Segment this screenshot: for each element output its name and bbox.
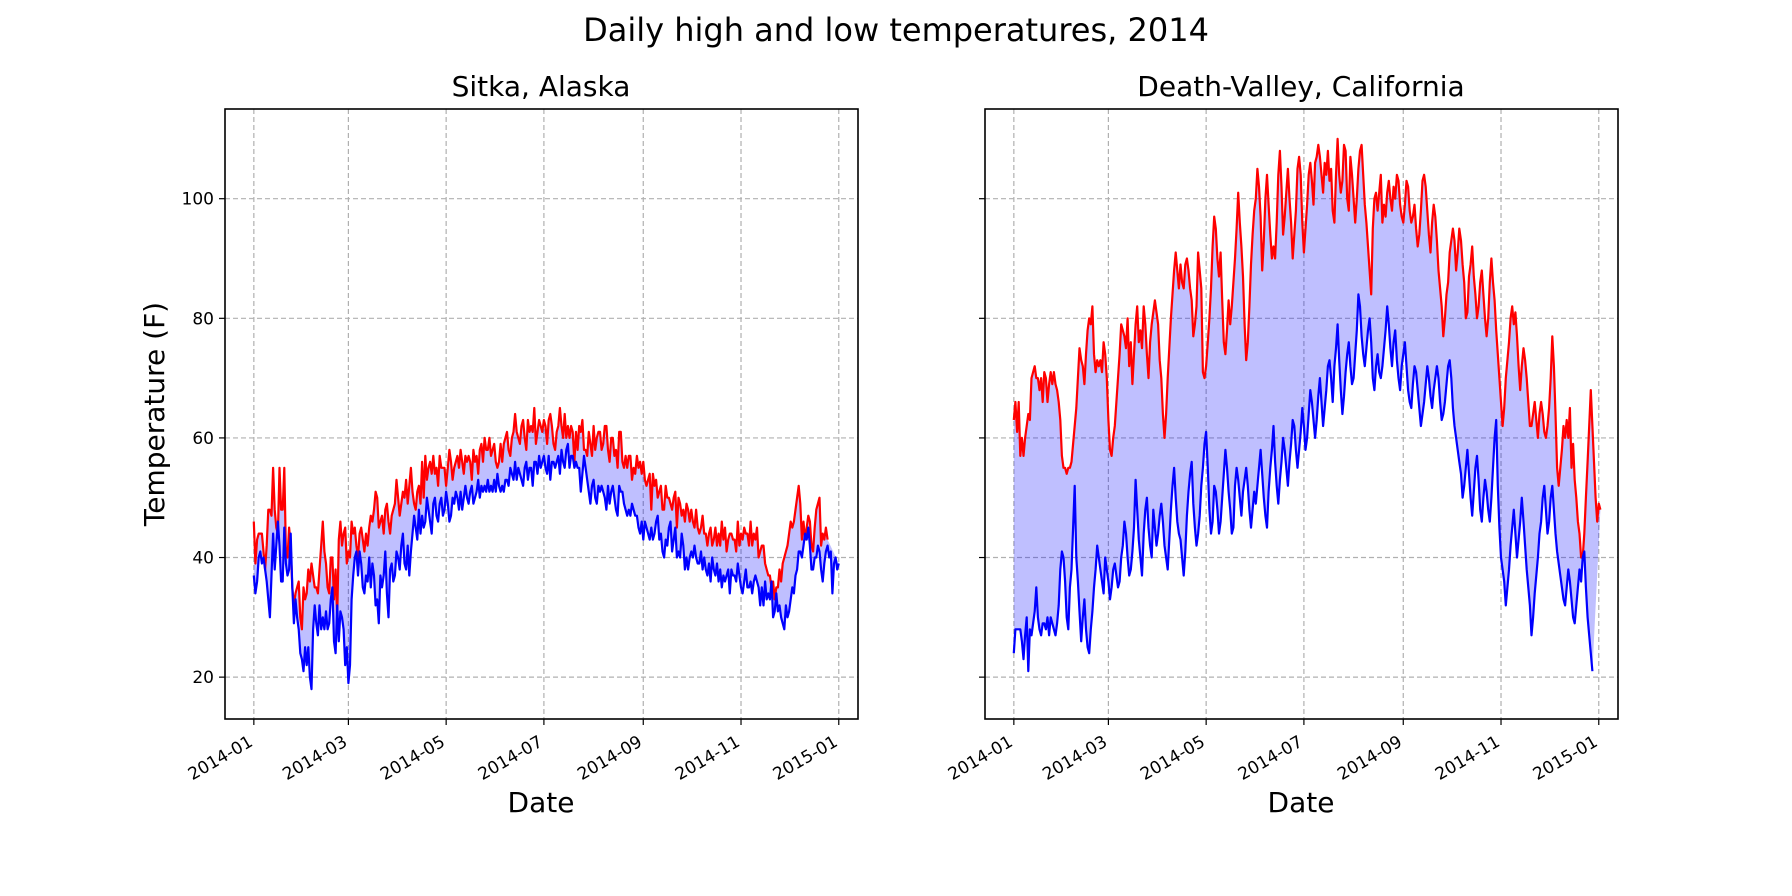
y-tick-label: 80 (192, 309, 214, 329)
x-tick-label: 2014-07 (1235, 732, 1307, 785)
low-temperature-line (1012, 293, 1594, 673)
y-tick-label: 40 (192, 549, 214, 569)
plot-area-frame (984, 108, 1619, 720)
x-axis-label: Date (1268, 786, 1335, 819)
y-tick-label: 20 (192, 668, 214, 688)
x-tick-label: 2014-03 (279, 732, 351, 785)
high-temperature-line (1012, 137, 1602, 559)
x-tick-label: 2014-01 (945, 732, 1017, 785)
x-tick-label: 2014-09 (1334, 732, 1406, 785)
temperature-range-fill (1013, 138, 1601, 672)
chart-title: Sitka, Alaska (452, 70, 631, 103)
x-tick-label: 2014-03 (1039, 732, 1111, 785)
x-tick-label: 2014-11 (1432, 732, 1504, 785)
x-tick-label: 2014-09 (574, 732, 646, 785)
x-tick-label: 2014-07 (475, 732, 547, 785)
x-tick-label: 2015-01 (1530, 732, 1602, 785)
y-tick-label: 60 (192, 429, 214, 449)
plot-area-frame (224, 108, 859, 720)
x-tick-label: 2014-05 (377, 732, 449, 785)
x-tick-label: 2014-01 (185, 732, 257, 785)
x-tick-label: 2015-01 (770, 732, 842, 785)
chart-sitka: 2014-01 2014-03 2014-05 2014-07 2014-09 2014-… (138, 70, 859, 819)
y-tick-label: 100 (182, 190, 214, 210)
low-temperature-line (252, 442, 840, 691)
x-tick-label: 2014-11 (672, 732, 744, 785)
figure-title: Daily high and low temperatures, 2014 (583, 11, 1209, 49)
chart-death-valley: 2014-01 2014-03 2014-05 2014-07 2014-09 2014-… (945, 70, 1619, 819)
y-axis-label: Temperature (F) (138, 302, 171, 527)
temperature-range-fill (253, 408, 839, 690)
x-axis-label: Date (508, 786, 575, 819)
grid-lines (225, 109, 858, 719)
high-temperature-line (252, 406, 829, 631)
chart-title: Death-Valley, California (1137, 70, 1464, 103)
x-tick-label: 2014-05 (1137, 732, 1209, 785)
